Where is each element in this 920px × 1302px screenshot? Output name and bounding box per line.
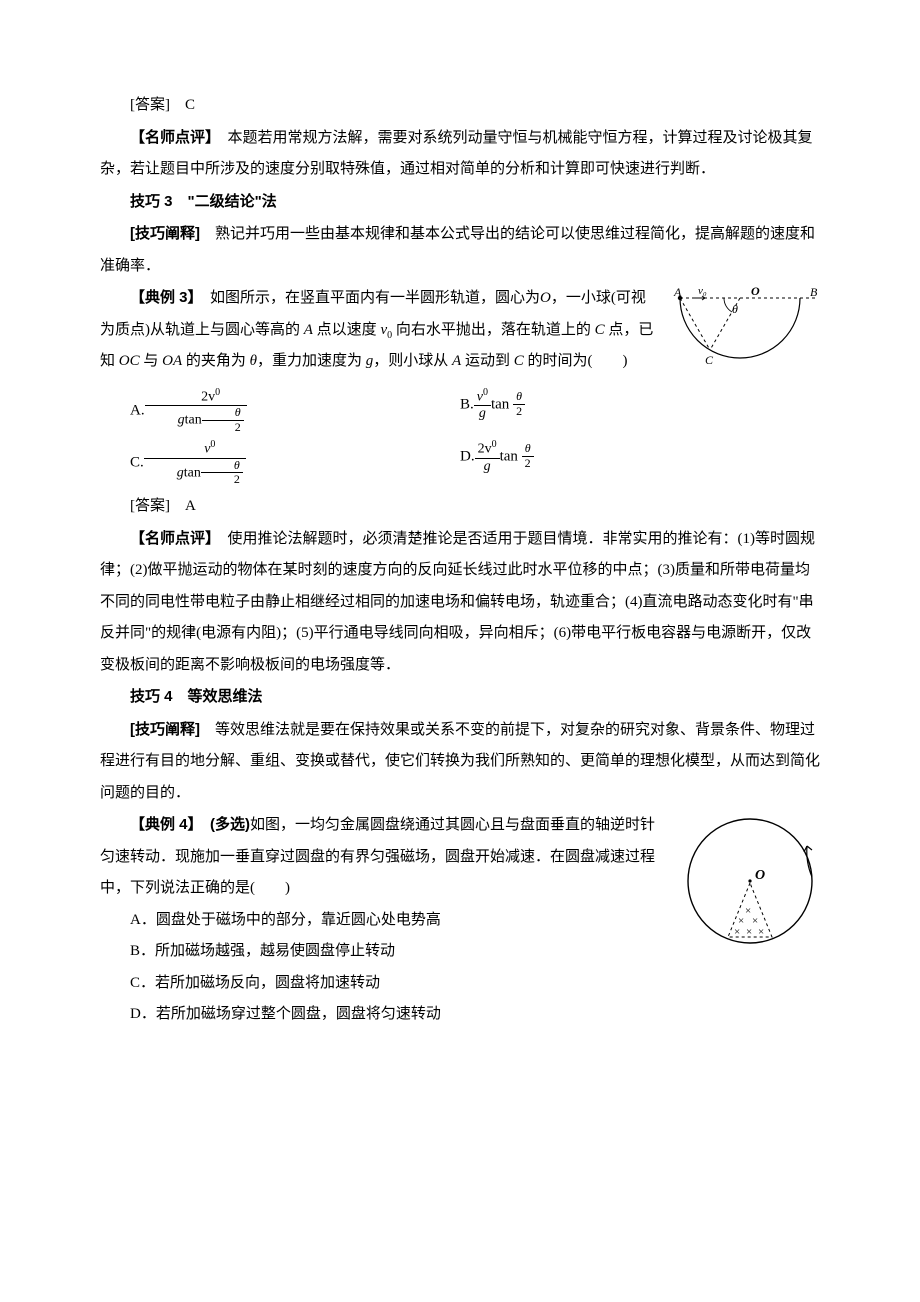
figure-example-4: O × × × × × × bbox=[680, 811, 820, 964]
option-B: B. v0 g tan θ 2 bbox=[460, 387, 820, 435]
rotation-arrow-head bbox=[804, 846, 812, 852]
explain-text: 熟记并巧用一些由基本规律和基本公式导出的结论可以使思维过程简化，提高解题的速度和… bbox=[100, 226, 815, 274]
technique-3-explain: [技巧阐释] 熟记并巧用一些由基本规律和基本公式导出的结论可以使思维过程简化，提… bbox=[100, 218, 820, 282]
comment-title: 【名师点评】 bbox=[130, 530, 213, 547]
option-D: D. 2v0 g tan θ 2 bbox=[460, 439, 820, 487]
options-row-1: A. 2v0 gtanθ2 B. v0 g tan θ 2 bbox=[100, 387, 820, 435]
label-theta: θ bbox=[732, 302, 738, 316]
technique-4-explain: [技巧阐释] 等效思维法就是要在保持效果或关系不变的前提下，对复杂的研究对象、背… bbox=[100, 714, 820, 810]
label-C: C bbox=[705, 353, 714, 366]
label-O: O bbox=[751, 284, 760, 298]
technique-3-heading: 技巧 3 "二级结论"法 bbox=[100, 186, 820, 219]
explain-label: [技巧阐释] bbox=[130, 225, 200, 242]
label-O: O bbox=[755, 868, 765, 883]
line-AC-dashed bbox=[680, 298, 710, 350]
x1: × bbox=[745, 905, 751, 917]
frac-B-left: v0 g bbox=[474, 387, 491, 423]
frac-A: 2v0 gtanθ2 bbox=[145, 387, 247, 435]
option-C: C. v0 gtanθ2 bbox=[100, 439, 460, 487]
answer-value: A bbox=[185, 498, 196, 514]
answer-label: [答案] bbox=[130, 97, 170, 113]
label-v0: v₀ bbox=[698, 285, 707, 297]
x5: × bbox=[746, 926, 752, 938]
arc-semicircle bbox=[680, 298, 800, 358]
explain-text: 等效思维法就是要在保持效果或关系不变的前提下，对复杂的研究对象、背景条件、物理过… bbox=[100, 722, 820, 801]
heading-text: 技巧 3 "二级结论"法 bbox=[130, 193, 277, 210]
x4: × bbox=[734, 926, 740, 938]
x6: × bbox=[758, 926, 764, 938]
label-A: A bbox=[673, 285, 682, 299]
answer-label: [答案] bbox=[130, 498, 170, 514]
multi-tag: (多选) bbox=[210, 816, 250, 833]
option-4C: C．若所加磁场反向，圆盘将加速转动 bbox=[100, 968, 820, 1000]
option-4D: D．若所加磁场穿过整个圆盘，圆盘将匀速转动 bbox=[100, 999, 820, 1031]
example-label: 【典例 4】 bbox=[130, 816, 195, 833]
angle-theta-arc bbox=[724, 298, 732, 312]
frac-D-left: 2v0 g bbox=[475, 439, 500, 475]
comment-text: 使用推论法解题时，必须清楚推论是否适用于题目情境．非常实用的推论有：(1)等时圆… bbox=[100, 531, 815, 673]
answer-value: C bbox=[185, 97, 195, 113]
teacher-comment-2: 【名师点评】 本题若用常规方法解，需要对系统列动量守恒与机械能守恒方程，计算过程… bbox=[100, 122, 820, 186]
teacher-comment-3: 【名师点评】 使用推论法解题时，必须清楚推论是否适用于题目情境．非常实用的推论有… bbox=[100, 523, 820, 682]
option-A: A. 2v0 gtanθ2 bbox=[100, 387, 460, 435]
answer-3: [答案] A bbox=[100, 491, 820, 523]
frac-C: v0 gtanθ2 bbox=[144, 439, 246, 487]
technique-4-heading: 技巧 4 等效思维法 bbox=[100, 681, 820, 714]
heading-text: 技巧 4 等效思维法 bbox=[130, 688, 263, 705]
frac-B-right: θ 2 bbox=[513, 390, 525, 419]
frac-D-right: θ 2 bbox=[522, 442, 534, 471]
label-B: B bbox=[810, 285, 818, 299]
options-row-2: C. v0 gtanθ2 D. 2v0 g tan θ 2 bbox=[100, 439, 820, 487]
answer-2: [答案] C bbox=[100, 90, 820, 122]
example-label: 【典例 3】 bbox=[130, 289, 195, 306]
comment-title: 【名师点评】 bbox=[130, 129, 213, 146]
center-dot bbox=[748, 880, 751, 883]
figure-example-3: A v₀ O B θ C bbox=[665, 284, 820, 379]
explain-label: [技巧阐释] bbox=[130, 721, 200, 738]
